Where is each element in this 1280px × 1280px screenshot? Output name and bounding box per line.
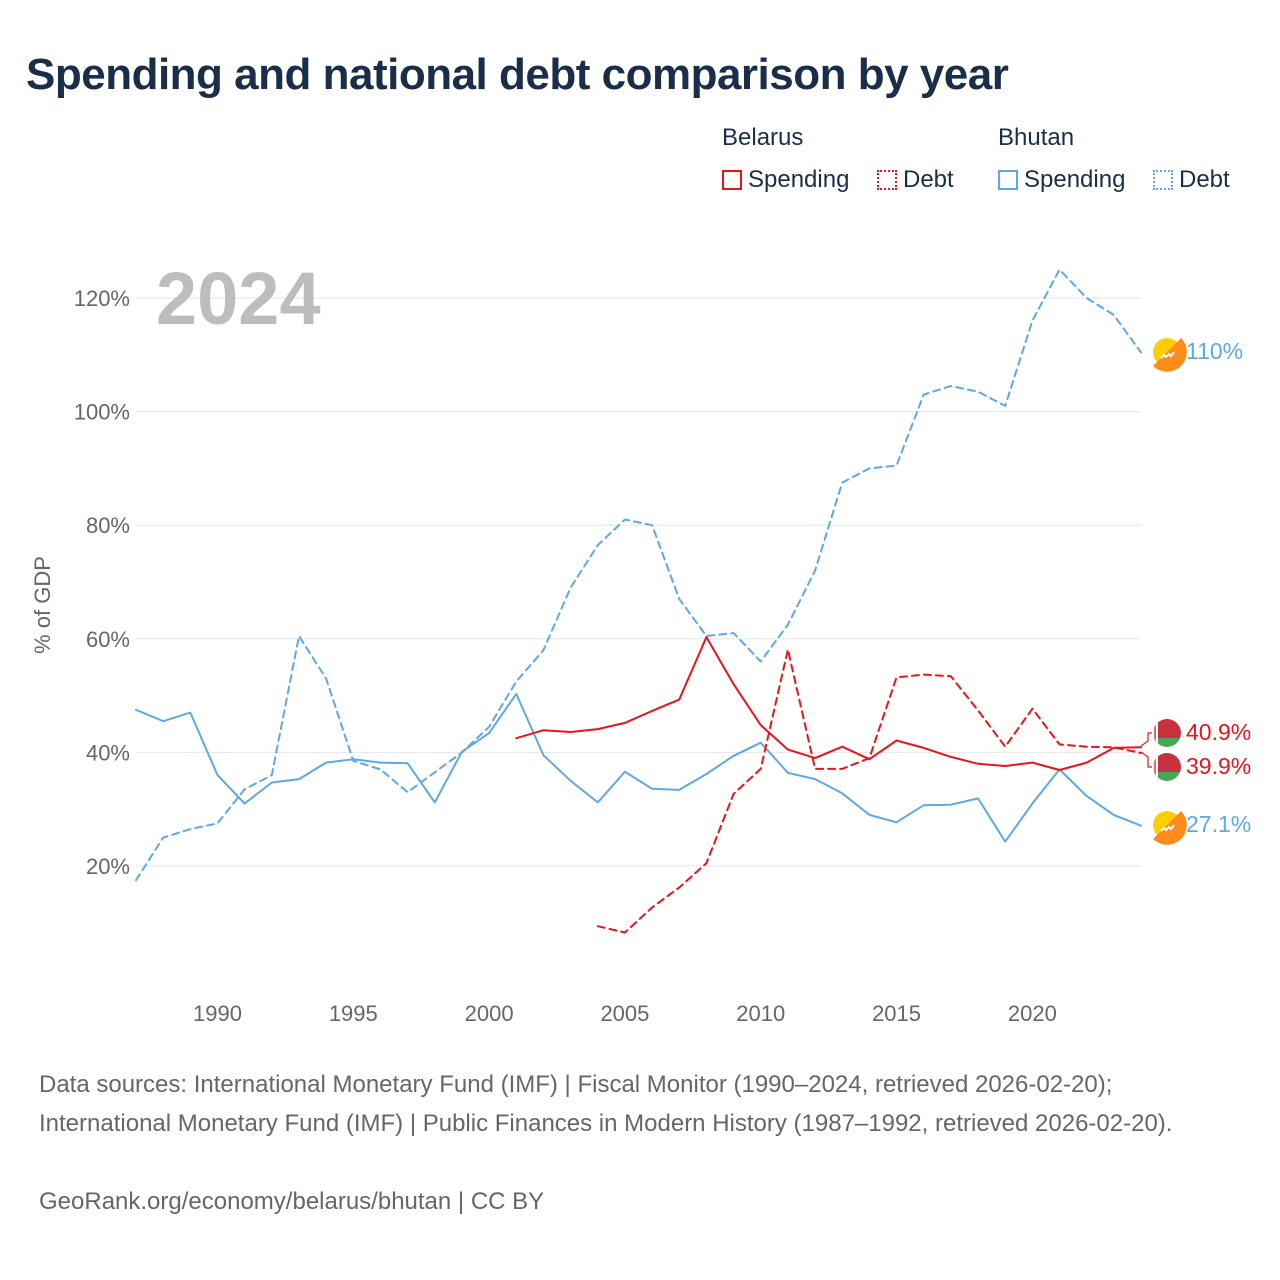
legend-belarus-heading: Belarus [722,124,804,151]
x-tick-label: 2010 [736,1001,785,1026]
legend-bhutan-debt-label: Debt [1179,166,1230,193]
legend-bhutan-debt[interactable]: Debt [1153,166,1230,194]
belarus-label-bracket [1140,732,1152,768]
end-label-bhutan-spending: 27.1% [1186,811,1251,837]
bhutan-flag-icon [1153,811,1187,845]
gridlines [136,297,1141,867]
y-axis-ticks: 20% 40% 60% 80% 100% 120% [74,286,130,879]
end-label-bhutan-debt: 110% [1186,338,1243,364]
y-tick-label: 60% [86,627,130,652]
series-line-belarus-spending [515,636,1142,771]
end-label-belarus-spending: 40.9% [1186,719,1251,745]
legend-belarus-spending[interactable]: Spending [722,166,849,194]
legend-belarus-spending-swatch [722,170,742,190]
x-tick-label: 2015 [872,1001,921,1026]
bhutan-flag-icon [1153,338,1187,372]
y-tick-label: 40% [86,740,130,765]
series-line-bhutan-spending [135,692,1142,843]
x-axis-ticks: 1990 1995 2000 2005 2010 2015 2020 [193,1001,1057,1026]
x-tick-label: 1990 [193,1001,242,1026]
y-tick-label: 80% [86,513,130,538]
year-watermark: 2024 [156,257,321,340]
legend-belarus-debt-label: Debt [903,166,954,193]
legend-bhutan-spending[interactable]: Spending [998,166,1125,194]
attribution-link[interactable]: GeoRank.org/economy/belarus/bhutan | CC … [39,1188,545,1215]
series-lines [135,268,1142,934]
x-tick-label: 2000 [465,1001,514,1026]
legend-bhutan-debt-swatch [1153,170,1173,190]
belarus-flag-icon [1153,753,1181,781]
legend-belarus-debt-swatch [877,170,897,190]
series-line-belarus-debt [596,648,1142,934]
data-sources-note: Data sources: International Monetary Fun… [39,1071,1173,1137]
end-label-belarus-debt: 39.9% [1186,753,1251,779]
x-tick-label: 2005 [600,1001,649,1026]
legend-bhutan-heading: Bhutan [998,124,1075,151]
legend-bhutan-spending-label: Spending [1024,166,1126,193]
y-axis-label: % of GDP [30,556,55,654]
x-tick-label: 2020 [1008,1001,1057,1026]
chart-title: Spending and national debt comparison by… [26,50,1009,99]
line-chart: 2024 20% 40% 60% 80% 100% 120% 1990 1995 2000 20… [30,257,1251,1026]
y-tick-label: 20% [86,854,130,879]
legend-belarus-debt[interactable]: Debt [877,166,954,194]
y-tick-label: 100% [74,400,130,425]
x-tick-label: 1995 [329,1001,378,1026]
series-line-bhutan-debt [135,268,1142,882]
y-tick-label: 120% [74,286,130,311]
legend-belarus-spending-label: Spending [748,166,850,193]
belarus-flag-icon [1153,719,1181,747]
legend-bhutan-spending-swatch [998,170,1018,190]
